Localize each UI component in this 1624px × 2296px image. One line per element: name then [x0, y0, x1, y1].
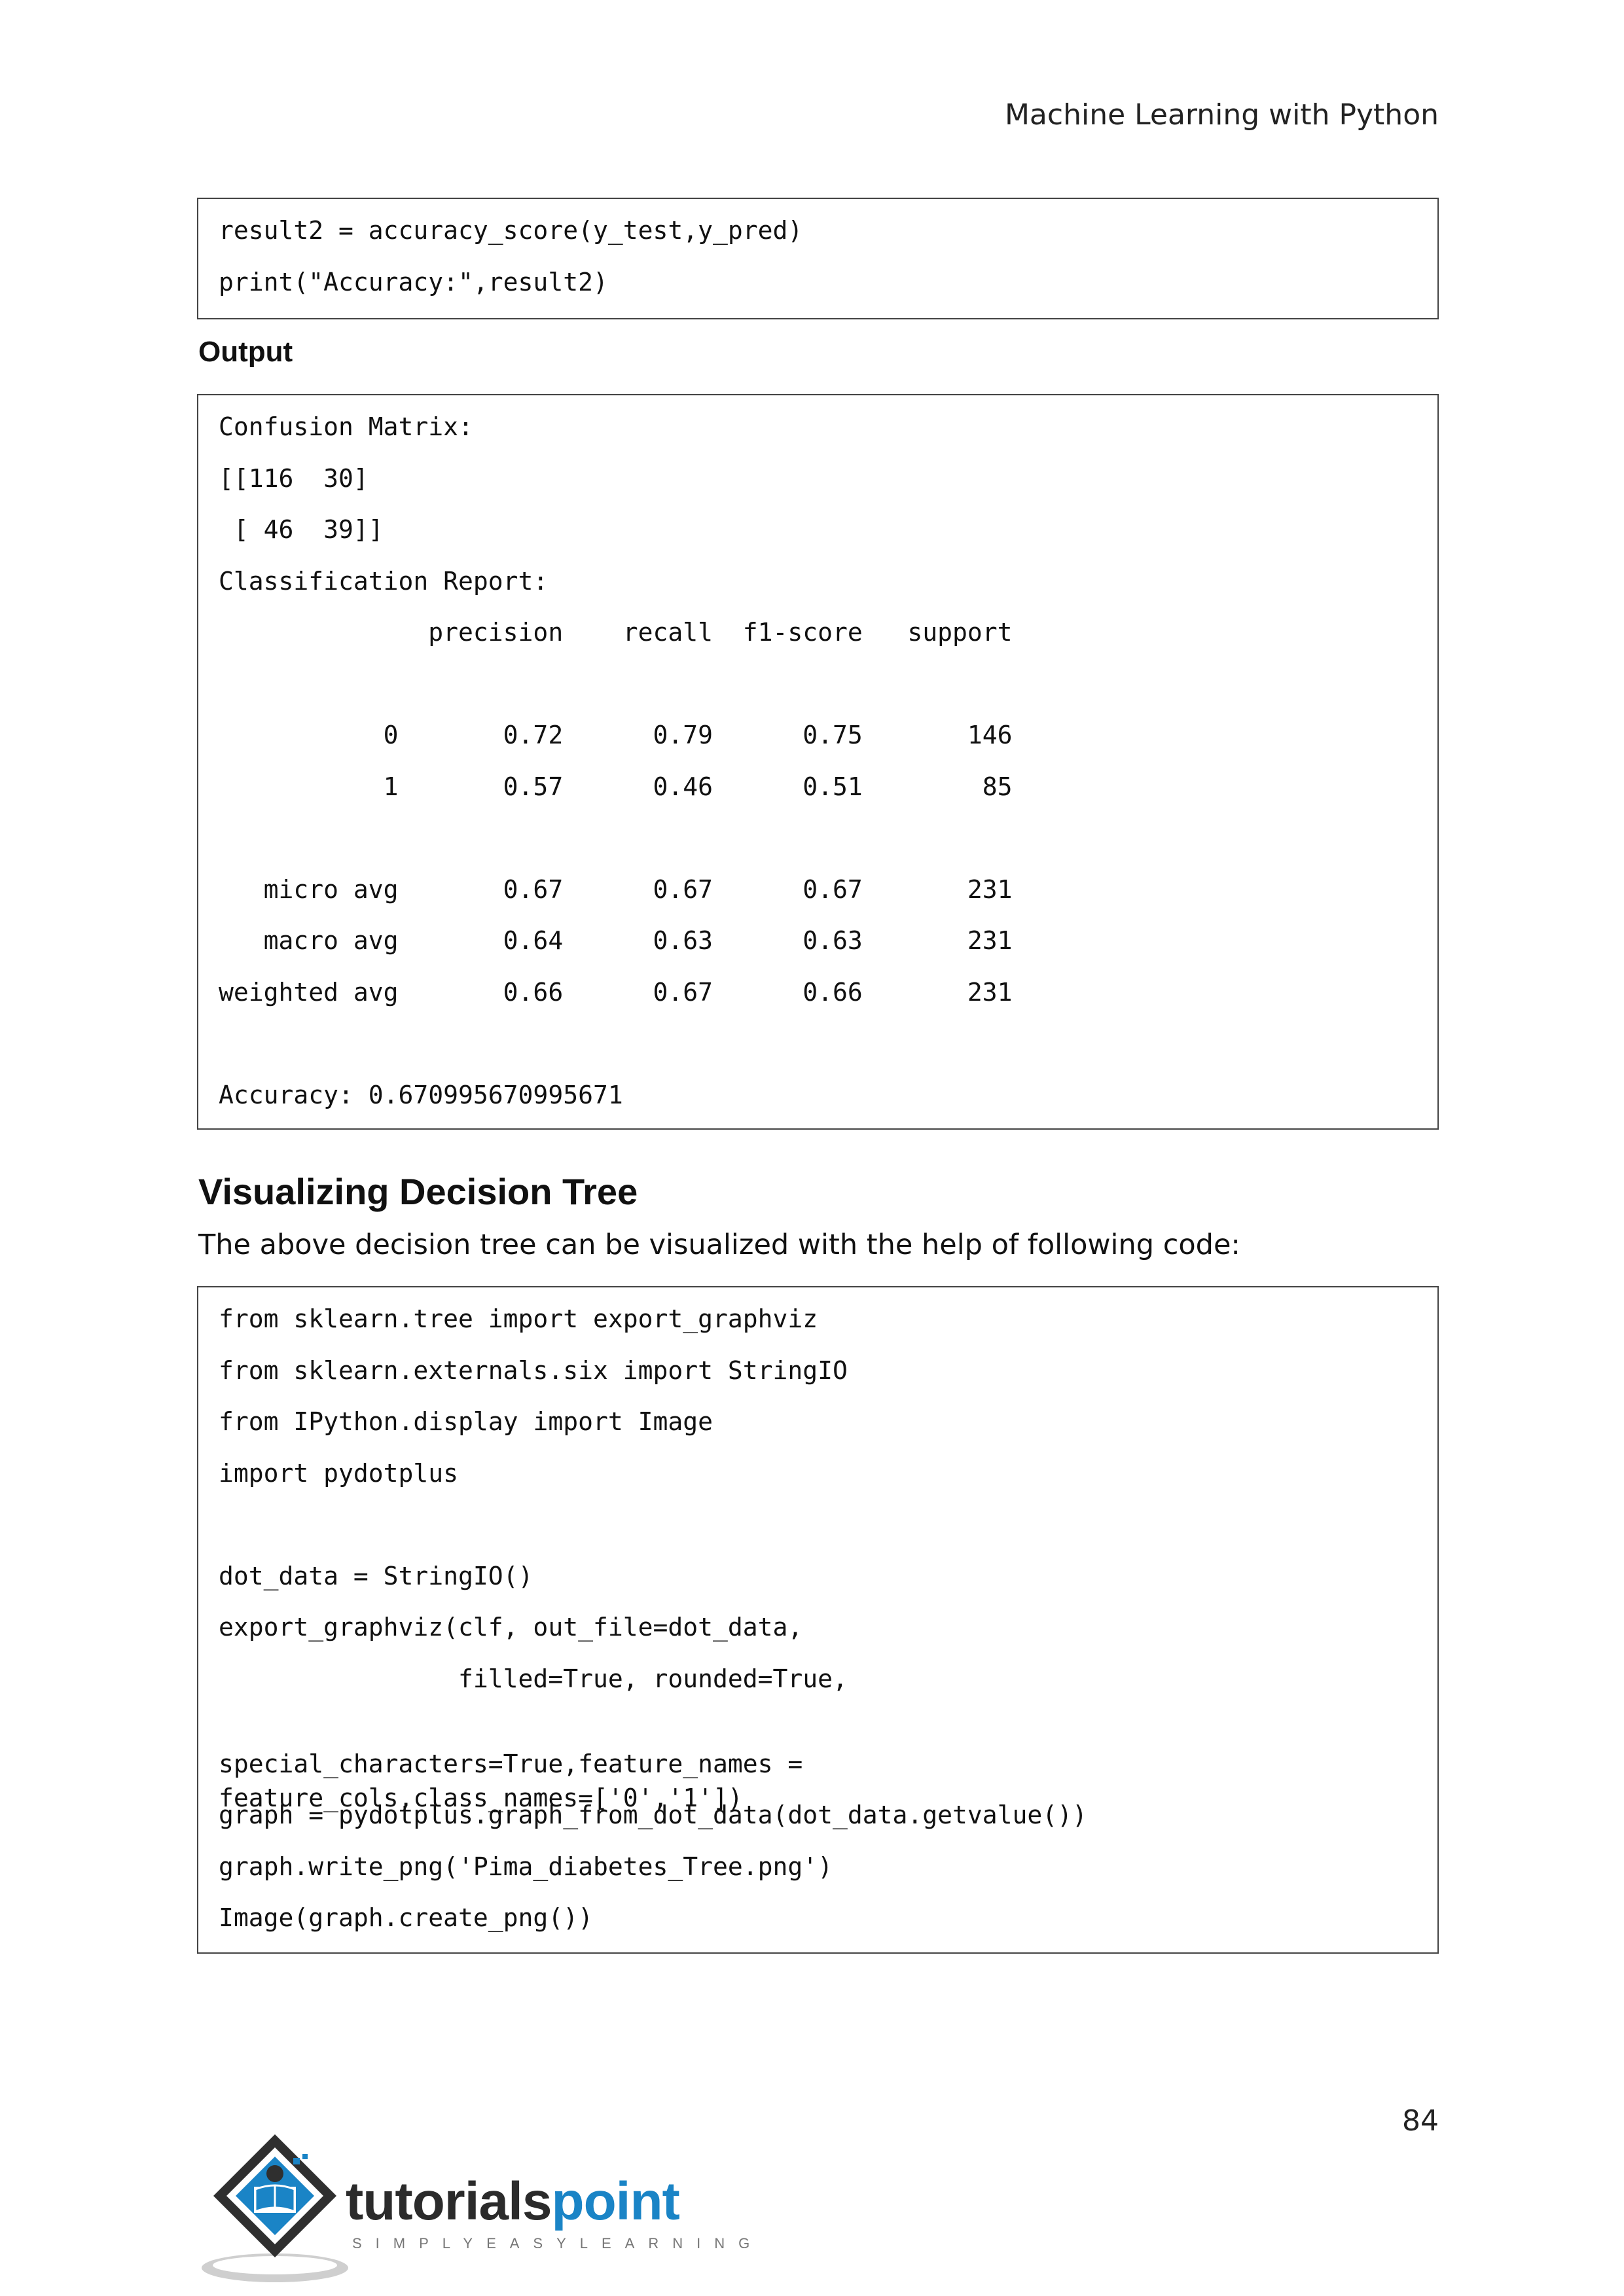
page-number: 84: [1402, 2104, 1439, 2138]
output-line: 1 0.57 0.46 0.51 85: [219, 772, 1013, 801]
output-label: Output: [198, 336, 293, 368]
output-line: micro avg 0.67 0.67 0.67 231: [219, 874, 1013, 904]
output-block: Confusion Matrix: [[116 30] [ 46 39]] Cl…: [197, 394, 1439, 1130]
code-line: export_graphviz(clf, out_file=dot_data,: [219, 1613, 803, 1641]
code-line: graph = pydotplus.graph_from_dot_data(do…: [219, 1801, 1087, 1829]
logo-wordmark: tutorialspoint: [346, 2172, 680, 2231]
logo-word-point: point: [551, 2172, 679, 2231]
section-intro: The above decision tree can be visualize…: [198, 1229, 1240, 1261]
output-line: [ 46 39]]: [219, 515, 384, 544]
tutorialspoint-logo: tutorialspoint SIMPLYEASYLEARNING: [196, 2130, 749, 2287]
logo-tagline: SIMPLYEASYLEARNING: [352, 2235, 764, 2251]
code-line: result2 = accuracy_score(y_test,y_pred): [219, 216, 803, 245]
code-line: dot_data = StringIO(): [219, 1561, 533, 1590]
code-line: Image(graph.create_png()): [219, 1903, 593, 1932]
code-block-visualize: from sklearn.tree import export_graphviz…: [197, 1286, 1439, 1954]
output-line: Confusion Matrix:: [219, 412, 473, 441]
running-head: Machine Learning with Python: [1004, 98, 1439, 132]
section-title: Visualizing Decision Tree: [198, 1171, 638, 1212]
output-line: [219, 821, 1437, 872]
output-line: precision recall f1-score support: [219, 618, 1013, 647]
output-line: 0 0.72 0.79 0.75 146: [219, 721, 1013, 749]
code-line: import pydotplus: [219, 1458, 459, 1488]
logo-emblem-icon: [202, 2134, 348, 2282]
code-line: graph.write_png('Pima_diabetes_Tree.png'…: [219, 1852, 833, 1881]
code-line: from sklearn.externals.six import String…: [219, 1355, 848, 1385]
output-line: [[116 30]: [219, 463, 369, 493]
output-line: [219, 667, 1437, 719]
output-line: [219, 1026, 1437, 1078]
code-line: from sklearn.tree import export_graphviz: [219, 1304, 818, 1333]
code-line: from IPython.display import Image: [219, 1407, 713, 1436]
output-line: weighted avg 0.66 0.67 0.66 231: [219, 977, 1013, 1007]
code-line: filled=True, rounded=True,: [219, 1664, 848, 1693]
output-line: Accuracy: 0.670995670995671: [219, 1080, 623, 1109]
output-line: macro avg 0.64 0.63 0.63 231: [219, 926, 1013, 955]
code-line: print("Accuracy:",result2): [219, 267, 608, 296]
code-block-accuracy: result2 = accuracy_score(y_test,y_pred) …: [197, 198, 1439, 319]
code-line: [219, 1507, 1437, 1559]
code-line: special_characters=True,feature_names = …: [219, 1715, 818, 1812]
output-line: Classification Report:: [219, 566, 549, 596]
logo-word-tutorials: tutorials: [346, 2172, 552, 2231]
